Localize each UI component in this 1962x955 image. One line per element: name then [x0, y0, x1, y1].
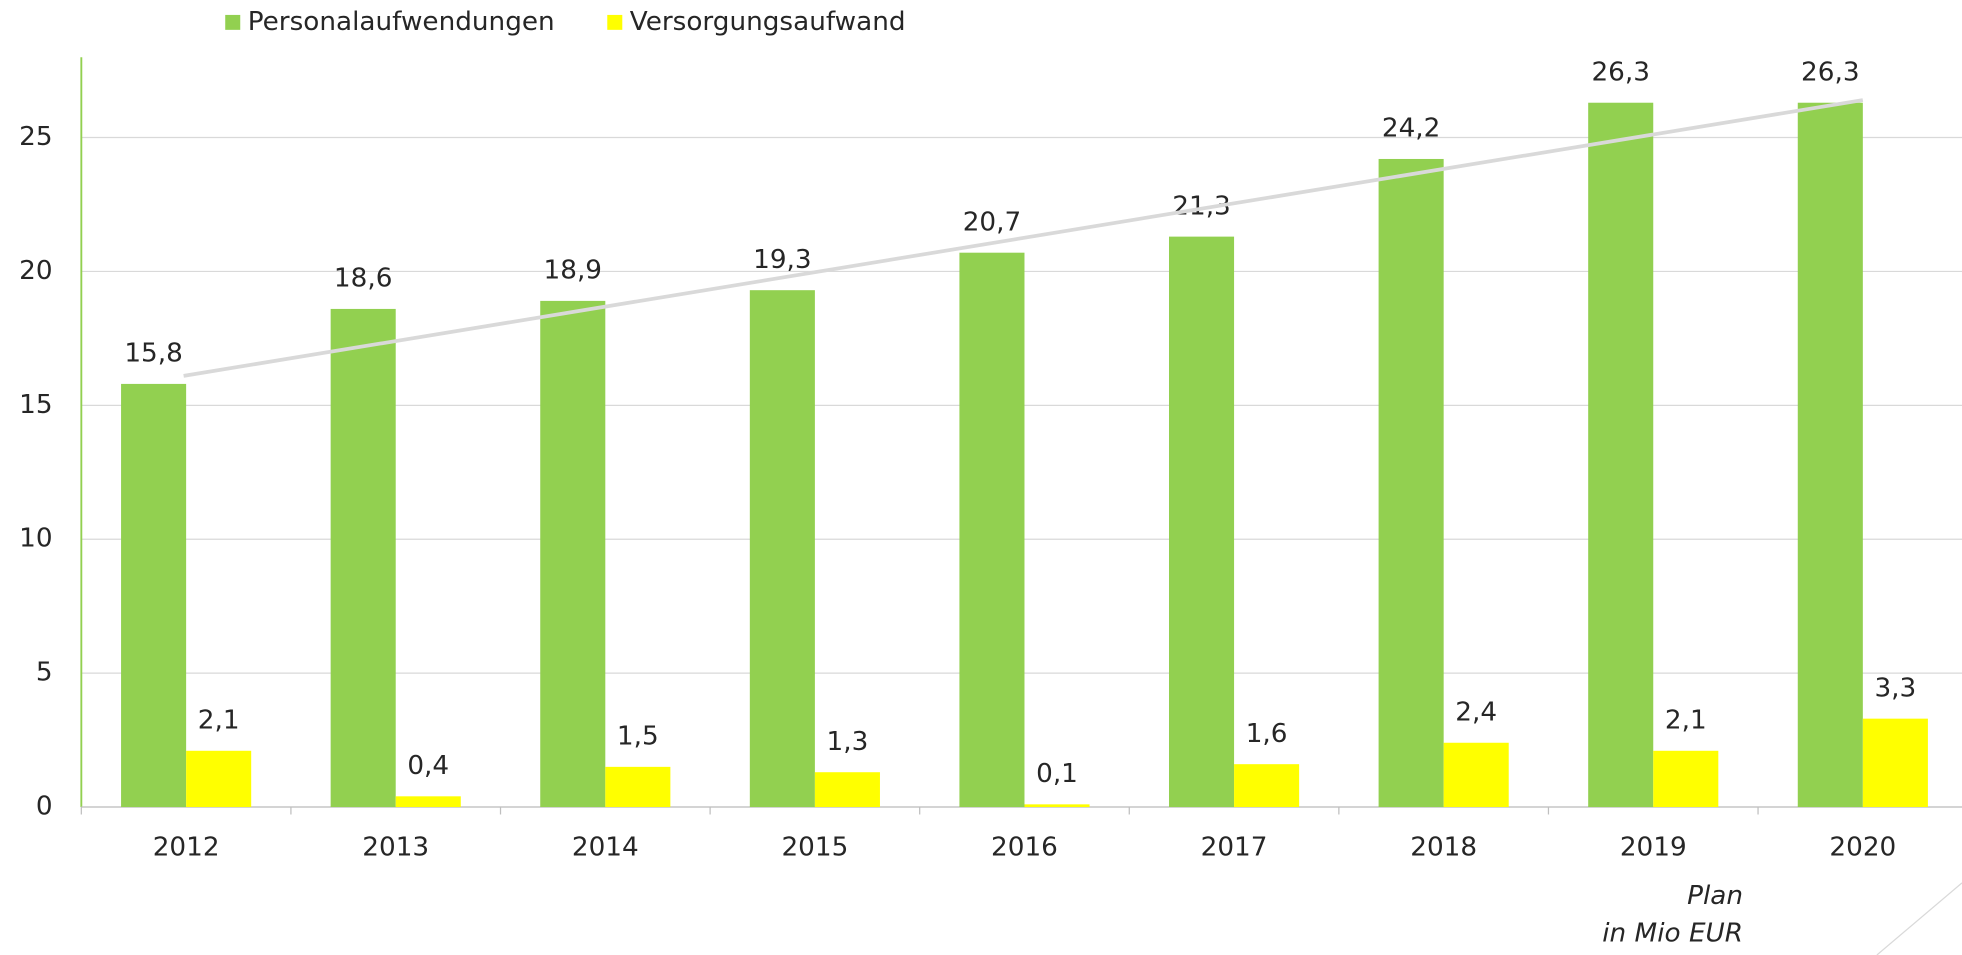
legend-label: Personalaufwendungen — [248, 7, 555, 37]
data-label: 1,3 — [827, 727, 869, 757]
x-tick-label: 2017 — [1201, 833, 1268, 863]
x-tick-label: 2014 — [572, 833, 639, 863]
x-tick-label: 2020 — [1829, 833, 1896, 863]
y-tick-label: 0 — [36, 792, 53, 822]
x-tick-label: 2018 — [1410, 833, 1477, 863]
y-tick-label: 15 — [19, 390, 52, 420]
data-label: 24,2 — [1382, 114, 1440, 144]
bar — [1024, 804, 1090, 808]
y-tick-label: 25 — [19, 122, 52, 152]
data-label: 2,4 — [1455, 697, 1497, 727]
bar — [540, 300, 606, 808]
x-tick-label: 2013 — [362, 833, 429, 863]
bar — [814, 772, 880, 808]
bar — [330, 308, 396, 808]
y-tick-label: 5 — [36, 658, 53, 688]
bar — [1588, 102, 1654, 808]
data-label: 18,6 — [334, 264, 392, 294]
x-tick-label: 2012 — [153, 833, 220, 863]
bar — [1234, 764, 1300, 808]
data-label: 15,8 — [124, 339, 182, 369]
data-label: 0,1 — [1036, 759, 1078, 789]
bar — [121, 383, 187, 808]
trendline — [183, 98, 1864, 378]
annotation: Plan — [1687, 881, 1743, 911]
data-label: 1,5 — [617, 722, 659, 752]
y-tick-label: 10 — [19, 524, 52, 554]
bar — [1378, 158, 1444, 808]
data-label: 18,9 — [544, 256, 602, 286]
data-label: 1,6 — [1246, 719, 1288, 749]
legend-label: Versorgungsaufwand — [630, 7, 906, 37]
data-label: 26,3 — [1591, 57, 1649, 87]
bar — [1862, 718, 1928, 808]
legend-swatch — [607, 14, 623, 30]
x-tick-label: 2016 — [991, 833, 1058, 863]
x-tick-label: 2019 — [1620, 833, 1687, 863]
bar — [395, 796, 461, 808]
decoration — [1876, 882, 1962, 955]
bar — [749, 290, 815, 808]
legend-swatch — [225, 14, 241, 30]
data-label: 2,1 — [198, 705, 240, 735]
data-label: 19,3 — [753, 245, 811, 275]
data-label: 0,4 — [407, 751, 449, 781]
data-label: 26,3 — [1801, 57, 1859, 87]
bar — [1443, 742, 1509, 808]
bar — [186, 750, 252, 808]
bar — [1169, 236, 1235, 808]
data-label: 20,7 — [963, 207, 1021, 237]
annotation: in Mio EUR — [1602, 918, 1743, 948]
data-label: 3,3 — [1874, 673, 1916, 703]
bar — [1653, 750, 1719, 808]
y-tick-label: 20 — [19, 256, 52, 286]
data-label: 2,1 — [1665, 705, 1707, 735]
bar — [1797, 102, 1863, 808]
bar — [959, 252, 1025, 808]
bar — [605, 766, 671, 808]
x-tick-label: 2015 — [781, 833, 848, 863]
